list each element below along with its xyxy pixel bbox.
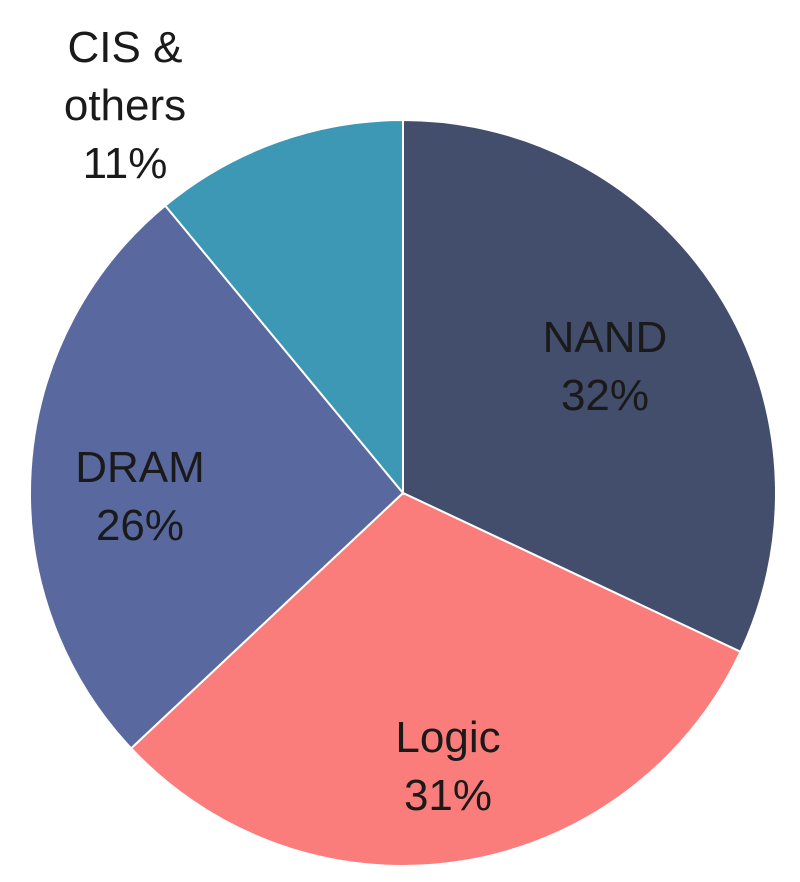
slice-dram	[29, 204, 405, 750]
label-nand-name: NAND	[543, 313, 668, 362]
slice-logic	[129, 491, 742, 867]
label-cis-percent: 11%	[83, 139, 168, 188]
label-logic-percent: 31%	[404, 771, 492, 820]
slices-layer	[29, 118, 777, 867]
label-dram: DRAM	[75, 443, 205, 492]
label-logic-value: 31%	[404, 771, 492, 820]
label-dram-name: DRAM	[75, 443, 205, 492]
label-cis-value: 11%	[83, 139, 168, 188]
label-cis-name-line1: CIS &	[68, 23, 183, 72]
label-dram-percent: 26%	[96, 501, 184, 550]
label-nand: NAND	[543, 313, 668, 362]
label-dram-value: 26%	[96, 501, 184, 550]
label-cis: CIS &	[68, 23, 183, 72]
slice-nand	[402, 118, 777, 654]
labels-layer: NAND 32% Logic 31% DRAM 26% CIS &	[64, 23, 667, 820]
label-logic-name: Logic	[395, 713, 500, 762]
label-logic: Logic	[395, 713, 500, 762]
label-nand-percent: 32%	[561, 371, 649, 420]
label-cis-line2: others	[64, 81, 186, 130]
label-nand-value: 32%	[561, 371, 649, 420]
label-cis-name-line2: others	[64, 81, 186, 130]
slice-cis-others	[163, 118, 404, 496]
